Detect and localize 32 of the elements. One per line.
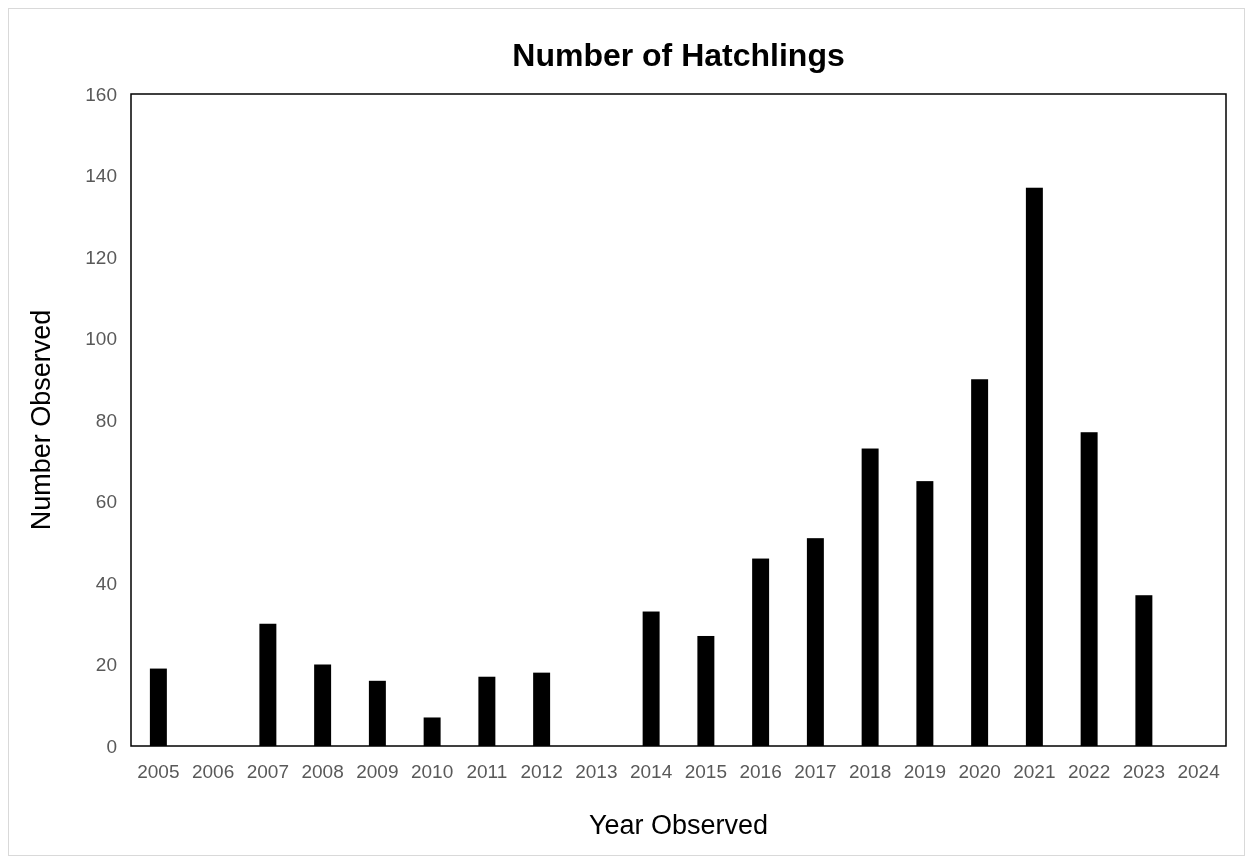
x-tick-label: 2021 <box>1013 761 1056 782</box>
x-tick-label: 2013 <box>575 761 618 782</box>
x-tick-label: 2014 <box>629 761 673 782</box>
x-tick-label: 2018 <box>848 761 892 782</box>
x-tick-label: 2019 <box>903 761 947 782</box>
chart-title: Number of Hatchlings <box>512 37 845 73</box>
x-tick-label: 2009 <box>356 761 399 782</box>
x-tick-label: 2020 <box>958 761 1001 782</box>
x-tick-label: 2007 <box>246 761 290 782</box>
x-tick-label: 2023 <box>1122 761 1166 782</box>
x-tick-label: 2016 <box>739 761 782 782</box>
x-tick-label: 2006 <box>191 761 235 782</box>
x-tick-label: 2011 <box>466 761 508 782</box>
x-axis-title: Year Observed <box>588 810 769 840</box>
x-tick-label: 2017 <box>794 761 837 782</box>
x-tick-label: 2022 <box>1067 761 1111 782</box>
x-tick-label: 2010 <box>410 761 454 782</box>
x-tick-label: 2008 <box>301 761 344 782</box>
y-tick-label: 160 <box>85 83 117 105</box>
y-tick-label: 60 <box>95 491 117 513</box>
y-tick-label: 40 <box>95 572 117 594</box>
y-tick-label: 80 <box>95 409 117 431</box>
x-tick-label: 2012 <box>520 761 563 782</box>
y-tick-label: 140 <box>85 165 117 187</box>
x-tick-label: 2024 <box>1177 761 1221 782</box>
x-tick-label: 2015 <box>684 761 728 782</box>
y-axis-title: Number Observed <box>26 309 56 531</box>
x-tick-label: 2005 <box>137 761 180 782</box>
y-tick-label: 20 <box>95 654 117 676</box>
y-tick-label: 100 <box>85 328 117 350</box>
y-tick-label: 120 <box>85 246 117 268</box>
y-tick-label: 0 <box>106 735 117 757</box>
